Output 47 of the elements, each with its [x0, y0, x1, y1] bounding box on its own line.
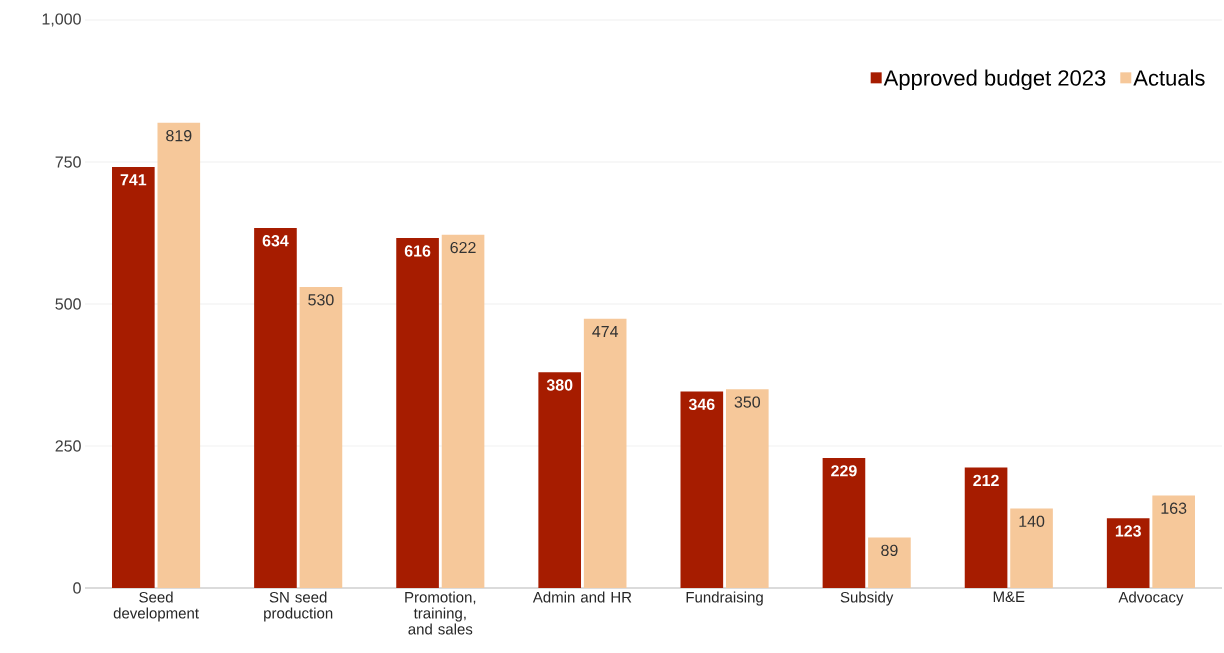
bar [396, 238, 439, 588]
bar [299, 286, 343, 588]
bar [1010, 508, 1053, 588]
data-label: 622 [450, 241, 476, 254]
bar [822, 457, 866, 588]
bar [964, 467, 1008, 588]
legend-label: Actuals [1133, 69, 1205, 86]
data-label: 634 [262, 235, 289, 247]
data-label: 89 [881, 544, 898, 556]
x-tick-label: Admin and HR [532, 591, 632, 603]
y-tick-label: 750 [55, 156, 81, 168]
y-tick-label: 500 [55, 298, 81, 310]
x-tick-label: Subsidy [840, 591, 894, 606]
legend-label: Approved budget 2023 [883, 69, 1106, 91]
x-tick-label: Promotion, training, and sales [405, 591, 476, 635]
bar [725, 389, 769, 588]
data-label: 741 [120, 174, 147, 186]
data-label: 616 [404, 245, 431, 257]
y-tick-label: 250 [55, 440, 81, 452]
x-tick-label: Fundraising [686, 591, 763, 606]
bar [1152, 495, 1195, 588]
bar [1106, 518, 1150, 588]
bar [583, 318, 627, 588]
bar [538, 372, 582, 588]
x-tick-label: M&E [993, 591, 1025, 603]
data-label: 229 [831, 465, 857, 477]
data-label: 380 [546, 379, 573, 391]
bar [441, 234, 485, 588]
data-label: 163 [1161, 502, 1187, 514]
x-tick-label: Seed development [113, 591, 199, 622]
data-label: 530 [308, 294, 334, 306]
data-label: 123 [1115, 525, 1141, 537]
y-tick-label: 1,000 [42, 13, 81, 27]
data-label: 346 [688, 398, 715, 411]
data-label: 140 [1019, 515, 1045, 528]
x-tick-label: Advocacy [1118, 591, 1184, 606]
data-label: 819 [166, 130, 192, 142]
bar [157, 122, 201, 588]
data-label: 350 [734, 396, 761, 408]
y-tick-label: 0 [73, 582, 81, 594]
data-label: 212 [973, 474, 999, 486]
bar [868, 537, 911, 588]
bar [680, 391, 724, 588]
bar [254, 227, 297, 588]
bar [112, 167, 155, 588]
data-label: 474 [592, 325, 619, 337]
x-tick-label: SN seed production [264, 591, 333, 622]
